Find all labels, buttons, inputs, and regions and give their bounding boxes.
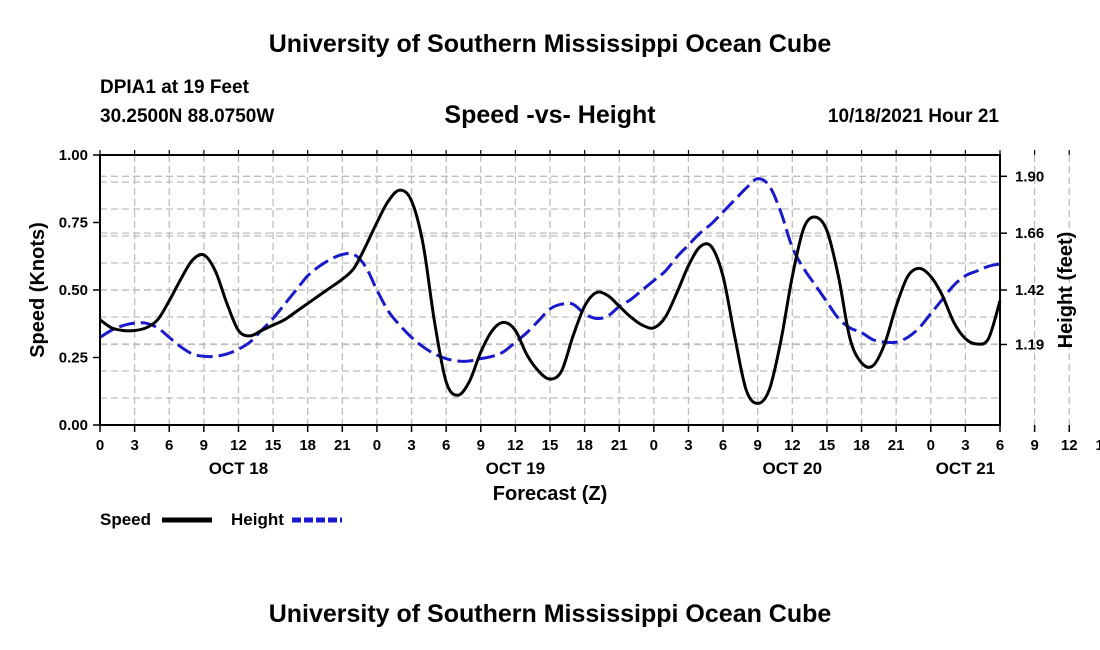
page-title: University of Southern Mississippi Ocean…	[268, 30, 832, 58]
x-tick-label: 3	[961, 437, 969, 454]
x-tick-label: 9	[1030, 437, 1038, 454]
x-tick-label: 21	[334, 437, 351, 454]
x-tick-label: 15	[265, 437, 282, 454]
x-axis-title: Forecast (Z)	[493, 483, 607, 505]
footer-title: University of Southern Mississippi Ocean…	[268, 600, 832, 628]
x-tick-label: 21	[888, 437, 905, 454]
y-left-tick-label: 0.75	[59, 215, 88, 232]
legend-height-label: Height	[231, 510, 284, 529]
x-tick-label: 9	[477, 437, 485, 454]
x-tick-label: 15	[542, 437, 559, 454]
x-tick-label: 0	[96, 437, 104, 454]
x-tick-label: 9	[200, 437, 208, 454]
x-day-label: OCT 19	[486, 459, 546, 478]
speed-height-chart: 0 3 6 9 12 15 18 21 0 3 6 9 12 15 18 21 0 3 6 9 12 15 18 21 0 3 6 9…	[27, 147, 1100, 529]
x-tick-label: 21	[611, 437, 628, 454]
x-tick-label: 9	[754, 437, 762, 454]
y-axis-right-title: Height (feet)	[1055, 232, 1077, 349]
x-tick-label: 18	[576, 437, 593, 454]
x-tick-label: 6	[996, 437, 1004, 454]
y-left-tick-label: 0.00	[59, 417, 88, 434]
x-tick-label: 12	[1061, 437, 1078, 454]
series-layer	[99, 177, 1002, 405]
y-left-tick-label: 1.00	[59, 147, 88, 164]
y-axis-left-title: Speed (Knots)	[27, 222, 49, 358]
x-day-label: OCT 21	[936, 459, 996, 478]
y-right-tick-label: 1.42	[1015, 282, 1044, 299]
x-tick-label: 6	[442, 437, 450, 454]
legend: Speed Height	[100, 510, 342, 529]
y-left-tick-label: 0.50	[59, 282, 88, 299]
series-line-height	[99, 177, 1001, 363]
x-day-label: OCT 20	[763, 459, 823, 478]
x-tick-label: 15	[819, 437, 836, 454]
station-label: DPIA1 at 19 Feet	[100, 77, 249, 98]
grid	[100, 155, 1070, 425]
x-tick-label: 0	[373, 437, 381, 454]
y-right-tick-label: 1.66	[1015, 225, 1044, 242]
y-left-tick-label: 0.25	[59, 350, 88, 367]
x-tick-label: 12	[230, 437, 247, 454]
x-tick-label: 18	[853, 437, 870, 454]
x-tick-label: 3	[684, 437, 692, 454]
x-tick-label: 18	[299, 437, 316, 454]
x-tick-label: 12	[784, 437, 801, 454]
x-tick-label: 3	[407, 437, 415, 454]
forecast-datetime: 10/18/2021 Hour 21	[827, 106, 999, 127]
x-tick-label: 15	[1096, 437, 1100, 454]
x-tick-label: 0	[927, 437, 935, 454]
axes: 0 3 6 9 12 15 18 21 0 3 6 9 12 15 18 21 0 3 6 9 12 15 18 21 0 3 6 9…	[59, 147, 1100, 478]
x-tick-label: 6	[719, 437, 727, 454]
x-tick-label: 12	[507, 437, 524, 454]
legend-speed-label: Speed	[100, 510, 151, 529]
x-tick-label: 3	[130, 437, 138, 454]
y-right-tick-label: 1.90	[1015, 168, 1044, 185]
coordinates-label: 30.2500N 88.0750W	[100, 106, 275, 127]
series-line-speed	[99, 188, 1002, 405]
x-tick-label: 6	[165, 437, 173, 454]
x-tick-label: 0	[650, 437, 658, 454]
x-day-label: OCT 18	[209, 459, 269, 478]
chart-subtitle: Speed -vs- Height	[444, 101, 656, 129]
y-right-tick-label: 1.19	[1015, 336, 1044, 353]
